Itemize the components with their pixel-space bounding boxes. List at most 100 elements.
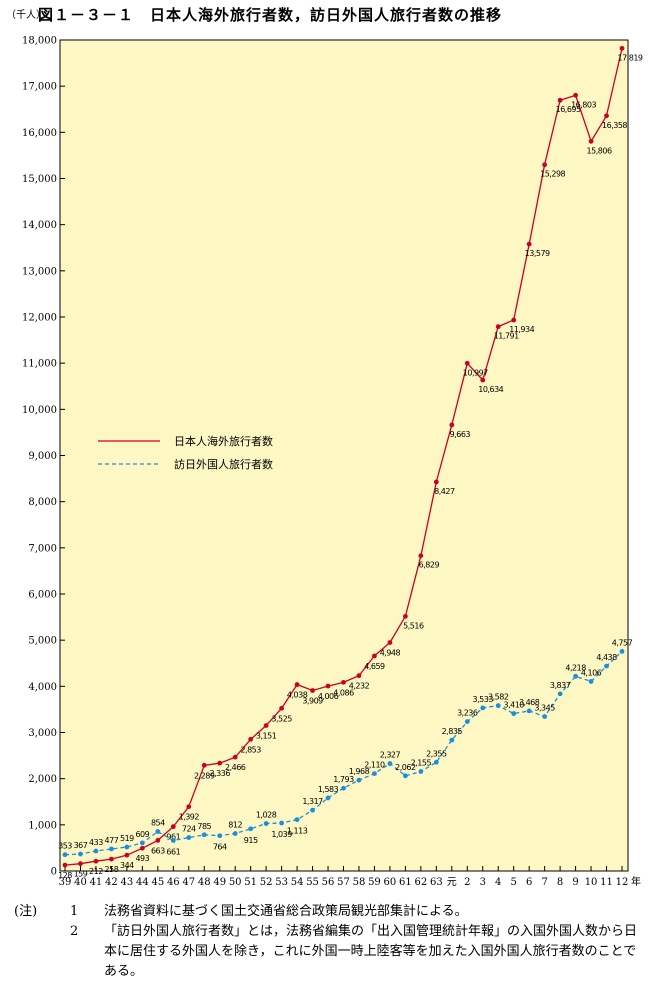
x-tick-label: 60 bbox=[384, 877, 397, 888]
data-label: 3,525 bbox=[271, 714, 292, 723]
data-label: 3,582 bbox=[488, 693, 509, 702]
data-label: 519 bbox=[120, 834, 134, 843]
data-point bbox=[573, 673, 578, 679]
data-point bbox=[356, 777, 362, 783]
data-label: 4,038 bbox=[287, 691, 308, 700]
data-point bbox=[186, 804, 192, 810]
data-label: 17,819 bbox=[618, 53, 643, 62]
y-tick-label: 17,000 bbox=[22, 82, 57, 93]
data-label: 367 bbox=[74, 841, 88, 850]
y-axis: 0 1,000 2,000 3,000 4,000 5,000 6,000 7,000 8,00… bbox=[22, 36, 65, 878]
data-point bbox=[325, 795, 331, 801]
notes: (注) 1 法務省資料に基づく国土交通省総合政策局観光部集計による。 2 「訪日… bbox=[14, 902, 644, 982]
x-tick-label: 58 bbox=[353, 877, 366, 888]
y-tick-label: 11,000 bbox=[22, 359, 57, 370]
data-point bbox=[433, 759, 439, 765]
x-tick-label: 2 bbox=[464, 877, 470, 888]
data-label: 1,793 bbox=[333, 775, 354, 784]
data-point bbox=[387, 640, 393, 645]
data-label: 3,468 bbox=[519, 698, 540, 707]
data-label: 493 bbox=[135, 854, 149, 863]
data-label: 4,218 bbox=[565, 663, 586, 672]
data-label: 854 bbox=[151, 819, 165, 828]
x-tick-label: 39 bbox=[59, 877, 72, 888]
x-tick-label: 43 bbox=[121, 877, 134, 888]
data-point bbox=[511, 711, 517, 716]
y-tick-label: 15,000 bbox=[22, 174, 57, 185]
data-point bbox=[201, 832, 207, 838]
data-label: 16,358 bbox=[602, 121, 627, 130]
data-label: 4,438 bbox=[596, 653, 617, 662]
data-label: 1,317 bbox=[302, 797, 323, 806]
data-point bbox=[109, 856, 114, 862]
data-label: 1,968 bbox=[349, 767, 370, 776]
y-tick-label: 8,000 bbox=[28, 497, 57, 508]
legend-label-outbound: 日本人海外旅行者数 bbox=[174, 434, 273, 448]
x-tick-label: 40 bbox=[74, 877, 87, 888]
x-tick-label: 59 bbox=[368, 877, 381, 888]
data-point bbox=[604, 113, 609, 119]
data-point bbox=[170, 838, 176, 843]
legend-label-inbound: 訪日外国人旅行者数 bbox=[174, 457, 273, 471]
data-point bbox=[263, 723, 269, 728]
x-tick-label: 63 bbox=[430, 877, 443, 888]
x-tick-label: 51 bbox=[244, 877, 257, 888]
x-tick-label: 7 bbox=[541, 877, 547, 888]
data-point bbox=[418, 553, 424, 559]
y-tick-label: 14,000 bbox=[22, 220, 57, 231]
data-label: 2,062 bbox=[395, 763, 416, 772]
data-point bbox=[310, 688, 315, 693]
data-point bbox=[588, 138, 594, 144]
data-label: 2,355 bbox=[426, 749, 447, 758]
data-label: 10,997 bbox=[463, 368, 488, 377]
data-point bbox=[526, 241, 532, 247]
data-label: 4,086 bbox=[333, 688, 354, 697]
note-mark: (注) bbox=[14, 904, 38, 919]
note-2: 2 「訪日外国人旅行者数」とは，法務省編集の「出入国管理統計年報」の入国外国人数… bbox=[14, 922, 644, 982]
data-label: 2,466 bbox=[225, 763, 246, 772]
x-tick-label: 54 bbox=[291, 877, 304, 888]
data-label: 2,853 bbox=[240, 745, 261, 754]
data-label: 812 bbox=[228, 821, 242, 830]
data-label: 159 bbox=[74, 870, 88, 879]
data-label: 661 bbox=[166, 847, 180, 856]
x-tick-label: 46 bbox=[167, 877, 180, 888]
data-point bbox=[480, 705, 486, 711]
x-tick-label: 53 bbox=[275, 877, 288, 888]
data-point bbox=[294, 817, 300, 823]
data-label: 3,151 bbox=[256, 732, 277, 741]
data-label: 4,948 bbox=[380, 649, 401, 658]
data-point bbox=[619, 45, 625, 51]
data-label: 1,028 bbox=[256, 811, 277, 820]
data-point bbox=[526, 708, 532, 714]
data-label: 1,583 bbox=[318, 785, 339, 794]
x-tick-label: 61 bbox=[399, 877, 412, 888]
data-point bbox=[387, 761, 393, 766]
data-point bbox=[542, 162, 548, 168]
data-point bbox=[124, 852, 130, 858]
data-label: 13,579 bbox=[525, 249, 550, 258]
data-point bbox=[433, 479, 439, 485]
plot-background bbox=[59, 39, 629, 872]
data-label: 4,757 bbox=[612, 638, 633, 647]
data-point bbox=[511, 317, 517, 323]
data-label: 3,909 bbox=[302, 697, 323, 706]
data-label: 1,392 bbox=[179, 813, 200, 822]
data-label: 609 bbox=[135, 830, 149, 839]
note-text: 法務省資料に基づく国土交通省総合政策局観光部集計による。 bbox=[104, 904, 468, 919]
data-label: 10,634 bbox=[478, 385, 503, 394]
note-number: 1 bbox=[70, 904, 79, 919]
data-label: 3,533 bbox=[473, 695, 494, 704]
y-tick-label: 0 bbox=[51, 867, 57, 878]
y-tick-label: 2,000 bbox=[28, 774, 57, 785]
data-point bbox=[372, 653, 377, 659]
y-axis-unit-label: （千人） bbox=[6, 9, 46, 21]
x-tick-label: 62 bbox=[414, 877, 427, 888]
y-tick-label: 5,000 bbox=[28, 636, 57, 647]
data-point bbox=[248, 736, 254, 742]
x-tick-label: 55 bbox=[306, 877, 319, 888]
data-label: 663 bbox=[151, 846, 165, 855]
y-tick-label: 1,000 bbox=[28, 820, 57, 831]
data-label: 258 bbox=[105, 865, 119, 874]
